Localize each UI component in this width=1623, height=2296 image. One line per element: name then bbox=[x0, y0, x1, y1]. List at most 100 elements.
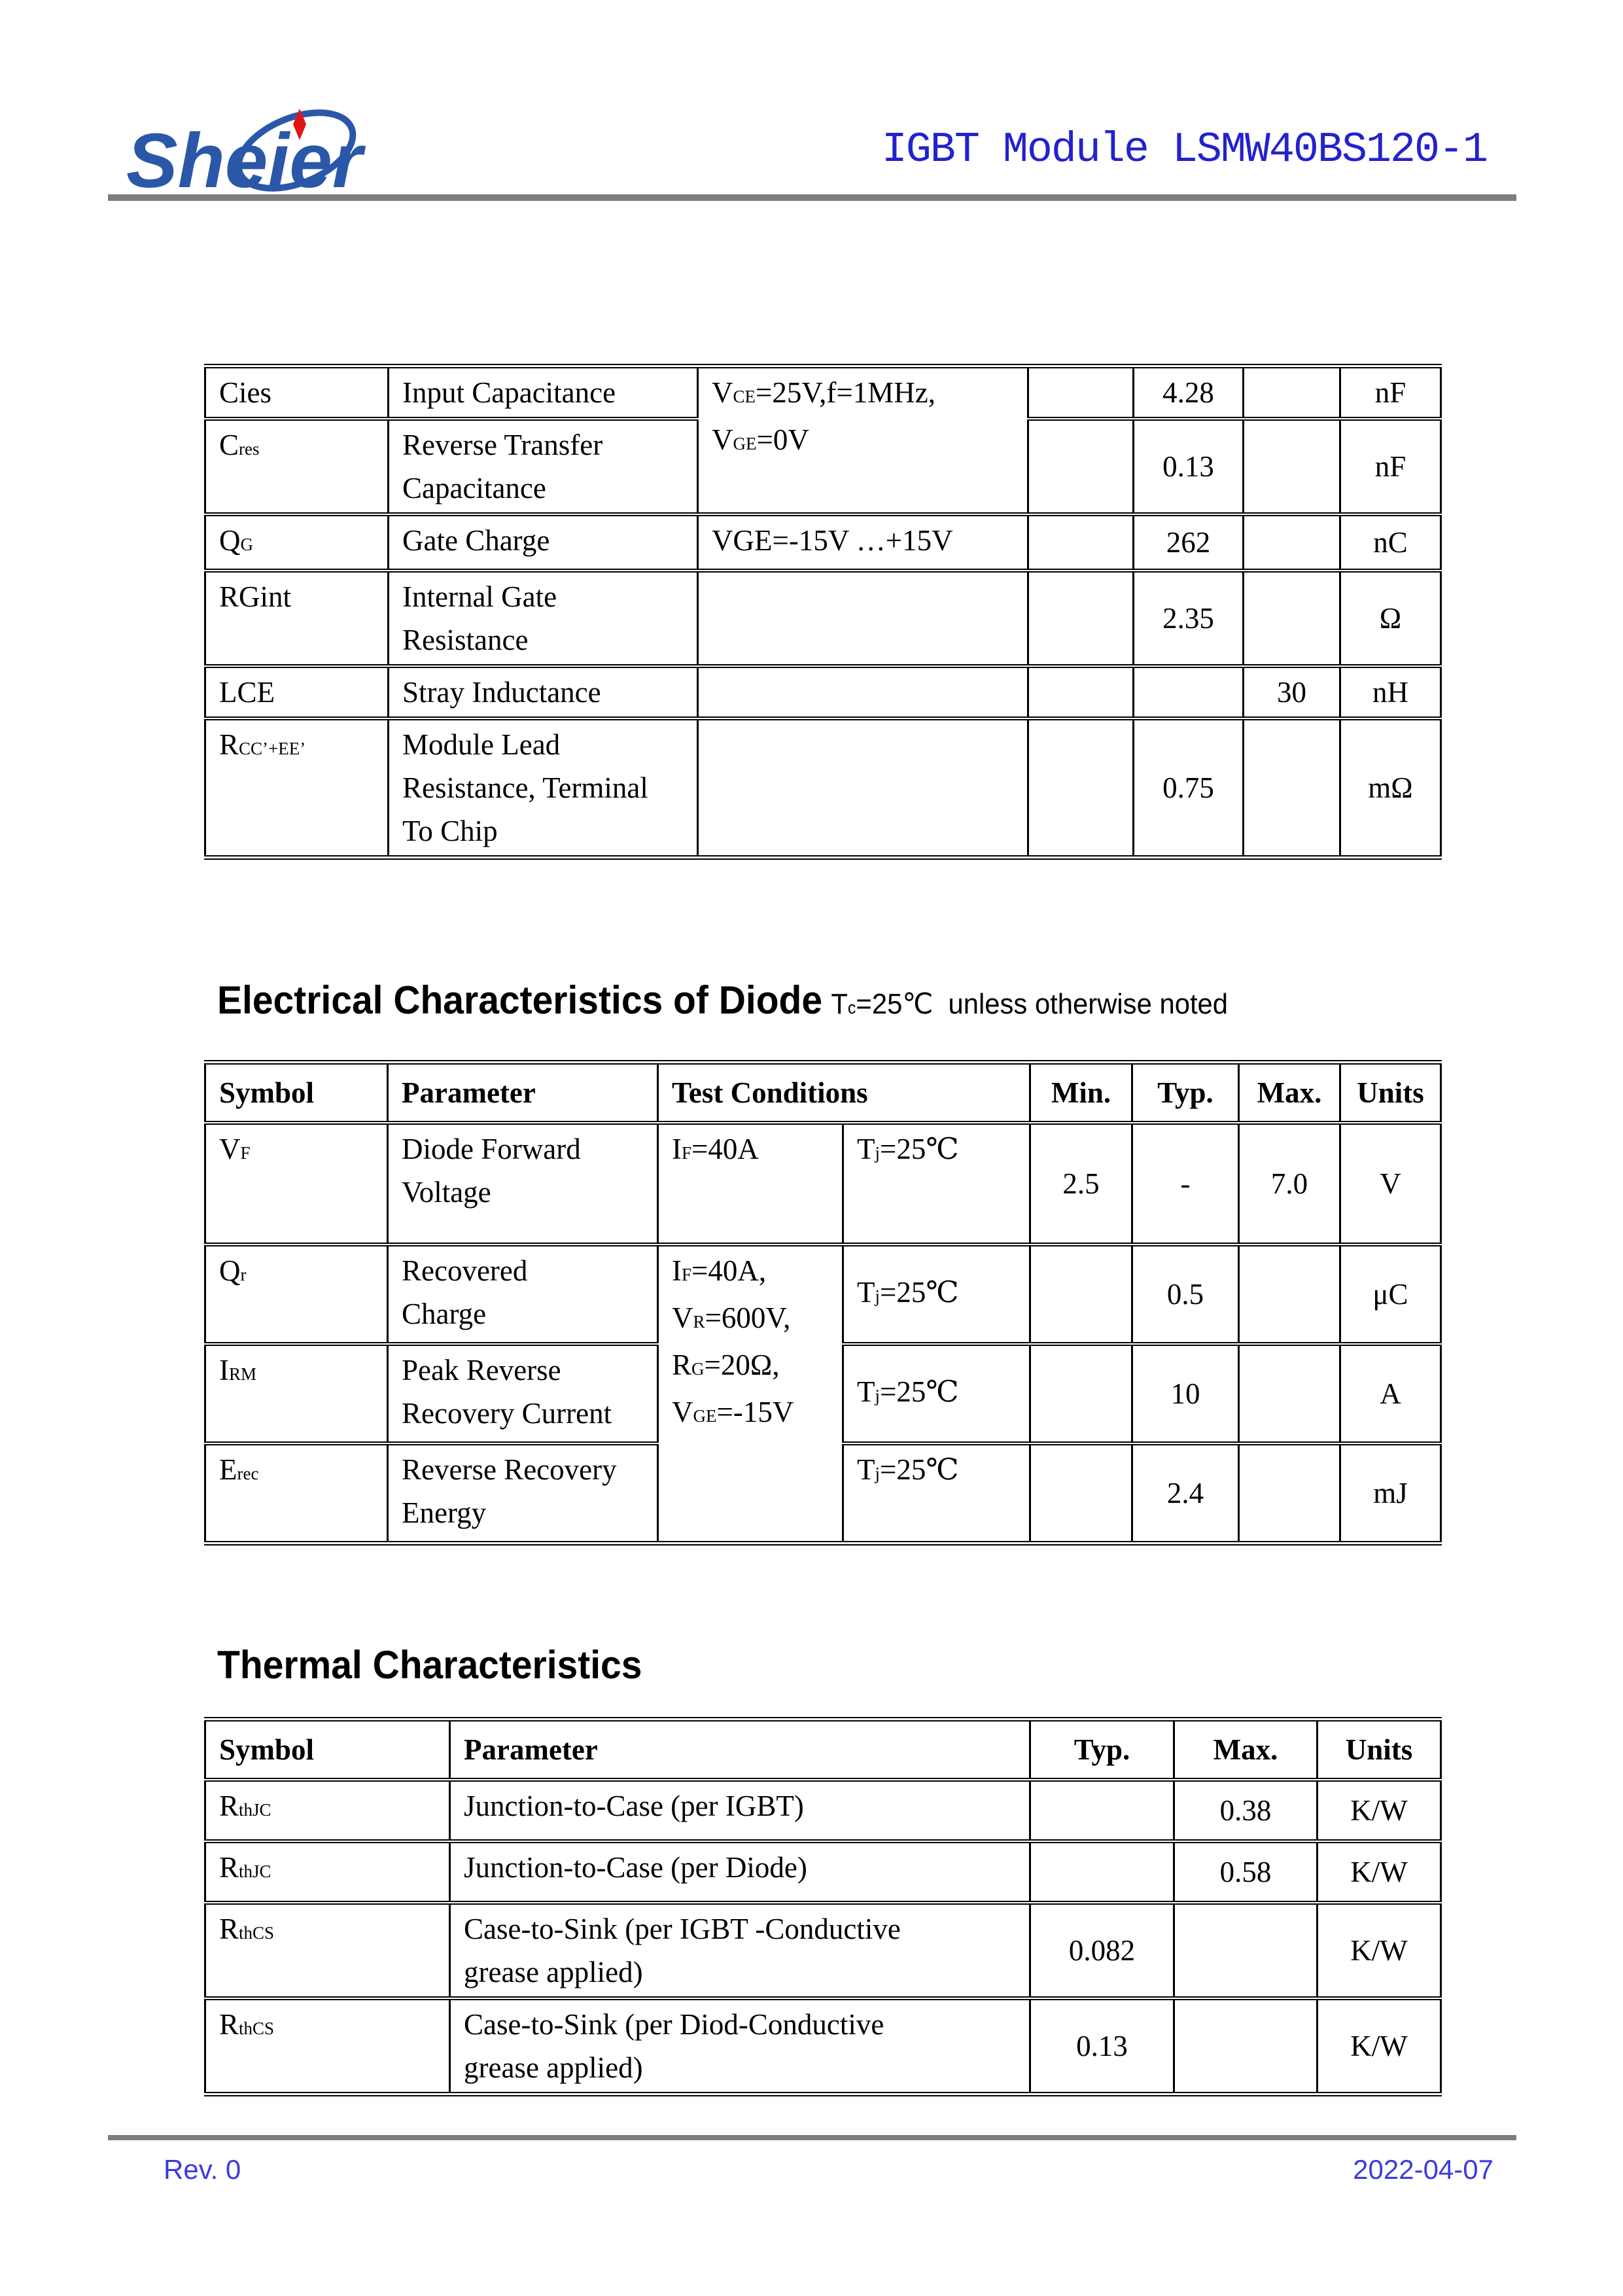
column-header-units: Units bbox=[1339, 1060, 1442, 1125]
column-header-typ: Typ. bbox=[1029, 1717, 1175, 1782]
column-header-max: Max. bbox=[1173, 1717, 1318, 1782]
diode-characteristics-table: Symbol Parameter Test Conditions Min. Ty… bbox=[204, 1060, 1442, 1545]
symbol-cell: RCC’+EE’ bbox=[204, 716, 389, 860]
table-header-row: Symbol Parameter Test Conditions Min. Ty… bbox=[204, 1060, 1442, 1125]
parameter-cell: Input Capacitance bbox=[387, 364, 699, 421]
units-cell: K/W bbox=[1316, 1996, 1442, 2096]
symbol-cell: Cies bbox=[204, 364, 389, 421]
min-cell bbox=[1027, 512, 1134, 573]
table-row: Cies Input Capacitance VCE=25V,f=1MHz, VG… bbox=[204, 364, 1442, 516]
max-cell bbox=[1242, 364, 1341, 421]
section-title: Thermal Characteristics bbox=[217, 1642, 642, 1687]
table-row: RthJC Junction-to-Case (per IGBT) 0.38 K… bbox=[204, 1777, 1442, 1843]
column-header-units: Units bbox=[1316, 1717, 1442, 1782]
parameter-cell: Case-to-Sink (per Diod-Conductive grease … bbox=[449, 1996, 1031, 2096]
units-cell: mΩ bbox=[1339, 716, 1442, 860]
min-cell: 2.5 bbox=[1029, 1121, 1133, 1246]
section-title: Electrical Characteristics of Diode bbox=[217, 978, 823, 1022]
symbol-cell: Cres bbox=[204, 417, 389, 516]
parameter-cell: Reverse Recovery Energy bbox=[387, 1441, 659, 1545]
footer-date: 2022-04-07 bbox=[1353, 2154, 1493, 2185]
test-conditions-cell: Tj=25℃ bbox=[842, 1121, 1031, 1246]
symbol-cell: RGint bbox=[204, 569, 389, 668]
table-row: RCC’+EE’ Module Lead Resistance, Terminal… bbox=[204, 716, 1442, 860]
min-cell bbox=[1027, 664, 1134, 720]
parameter-cell: Internal Gate Resistance bbox=[387, 569, 699, 668]
typ-cell bbox=[1029, 1839, 1175, 1905]
brand-logo: Sheier bbox=[126, 109, 366, 204]
table-row: LCE Stray Inductance 30 nH bbox=[204, 664, 1442, 720]
parameter-cell: Case-to-Sink (per IGBT -Conductive grease… bbox=[449, 1900, 1031, 2000]
symbol-cell: LCE bbox=[204, 664, 389, 720]
main-content: Cies Input Capacitance VCE=25V,f=1MHz, VG… bbox=[204, 364, 1442, 2096]
symbol-cell: IRM bbox=[204, 1342, 389, 1445]
units-cell: K/W bbox=[1316, 1777, 1442, 1843]
parameter-cell: Stray Inductance bbox=[387, 664, 699, 720]
table-row: Cres Reverse Transfer Capacitance 0.13 nF bbox=[204, 417, 1442, 516]
section-heading-diode: Electrical Characteristics of Diode Tc=25… bbox=[217, 979, 1379, 1022]
table-row: IRM Peak Reverse Recovery Current Tj=25℃ … bbox=[204, 1342, 1442, 1445]
symbol-cell: RthCS bbox=[204, 1900, 451, 2000]
section-condition-note: Tc=25℃ unless otherwise noted bbox=[831, 988, 1229, 1020]
symbol-cell: RthJC bbox=[204, 1777, 451, 1843]
header-rule bbox=[108, 194, 1516, 201]
units-cell: K/W bbox=[1316, 1900, 1442, 2000]
parameter-cell: Reverse Transfer Capacitance bbox=[387, 417, 699, 516]
typ-cell bbox=[1132, 664, 1244, 720]
typ-cell: 0.082 bbox=[1029, 1900, 1175, 2000]
typ-cell: 262 bbox=[1132, 512, 1244, 573]
test-conditions-cell bbox=[697, 569, 1029, 668]
typ-cell: 2.4 bbox=[1131, 1441, 1240, 1545]
units-cell: Ω bbox=[1339, 569, 1442, 668]
max-cell: 7.0 bbox=[1238, 1121, 1341, 1246]
max-cell bbox=[1242, 417, 1341, 516]
footer-rule bbox=[108, 2135, 1516, 2140]
max-cell: 0.58 bbox=[1173, 1839, 1318, 1905]
max-cell bbox=[1242, 569, 1341, 668]
max-cell bbox=[1242, 716, 1341, 860]
footer-revision: Rev. 0 bbox=[164, 2154, 241, 2185]
typ-cell: 10 bbox=[1131, 1342, 1240, 1445]
min-cell bbox=[1029, 1342, 1133, 1445]
max-cell bbox=[1173, 1996, 1318, 2096]
max-cell: 30 bbox=[1242, 664, 1341, 720]
symbol-cell: Qr bbox=[204, 1243, 389, 1346]
min-cell bbox=[1027, 417, 1134, 516]
typ-cell bbox=[1029, 1777, 1175, 1843]
test-conditions-cell: Tj=25℃ bbox=[842, 1243, 1031, 1346]
table-row: RthCS Case-to-Sink (per Diod-Conductive g… bbox=[204, 1996, 1442, 2096]
column-header-typ: Typ. bbox=[1131, 1060, 1240, 1125]
table-row: RGint Internal Gate Resistance 2.35 Ω bbox=[204, 569, 1442, 668]
column-header-parameter: Parameter bbox=[449, 1717, 1031, 1782]
min-cell bbox=[1027, 716, 1134, 860]
units-cell: μC bbox=[1339, 1243, 1442, 1346]
table-row: Erec Reverse Recovery Energy Tj=25℃ 2.4 m… bbox=[204, 1441, 1442, 1545]
table-row: Qr Recovered Charge IF=40A, VR=600V, RG=20Ω… bbox=[204, 1243, 1442, 1545]
test-conditions-cell: Tj=25℃ bbox=[842, 1342, 1031, 1445]
column-header-min: Min. bbox=[1029, 1060, 1133, 1125]
min-cell bbox=[1029, 1441, 1133, 1545]
min-cell bbox=[1027, 569, 1134, 668]
typ-cell: - bbox=[1131, 1121, 1240, 1246]
section-heading-thermal: Thermal Characteristics bbox=[217, 1642, 1379, 1687]
parameter-cell: Junction-to-Case (per IGBT) bbox=[449, 1777, 1031, 1843]
units-cell: A bbox=[1339, 1342, 1442, 1445]
max-cell bbox=[1238, 1243, 1341, 1346]
column-header-max: Max. bbox=[1238, 1060, 1341, 1125]
igbt-characteristics-table: Cies Input Capacitance VCE=25V,f=1MHz, VG… bbox=[204, 364, 1442, 860]
symbol-cell: RthCS bbox=[204, 1996, 451, 2096]
test-conditions-cell: IF=40A, VR=600V, RG=20Ω, VGE=-15V bbox=[657, 1243, 844, 1545]
test-conditions-cell bbox=[697, 716, 1029, 860]
table-row: RthJC Junction-to-Case (per Diode) 0.58 … bbox=[204, 1839, 1442, 1905]
parameter-cell: Diode Forward Voltage bbox=[387, 1121, 659, 1246]
column-header-symbol: Symbol bbox=[204, 1717, 451, 1782]
symbol-cell: Erec bbox=[204, 1441, 389, 1545]
test-conditions-cell: IF=40A bbox=[657, 1121, 844, 1246]
typ-cell: 2.35 bbox=[1132, 569, 1244, 668]
typ-cell: 0.75 bbox=[1132, 716, 1244, 860]
test-conditions-cell bbox=[697, 664, 1029, 720]
brand-logo-text: Sheier bbox=[126, 118, 366, 204]
max-cell bbox=[1173, 1900, 1318, 2000]
max-cell bbox=[1242, 512, 1341, 573]
